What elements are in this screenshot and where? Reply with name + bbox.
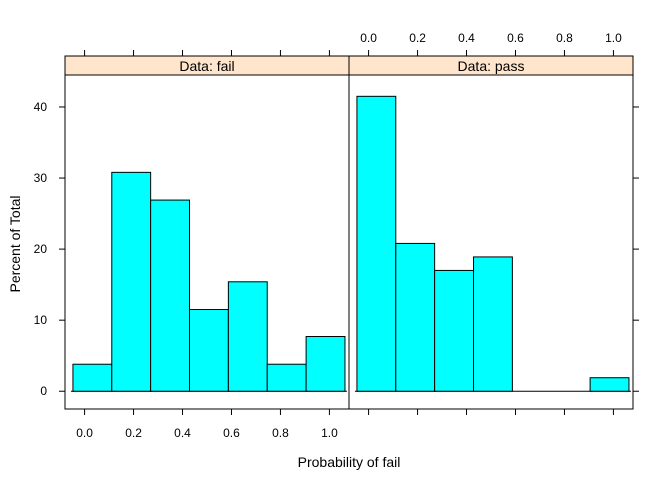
x-tick-label-top-1: 0.2 [409,31,426,45]
strip-2 [348,55,634,76]
x-tick-label-bottom-2: 0.4 [174,426,191,440]
panels-layer: Data: fail 0.0 0.2 0.4 0.6 0.8 1.0 Data: pass 0.… [34,31,639,440]
bar-panel1-bin5 [227,281,268,392]
x-tick-label-bottom-4: 0.8 [272,426,289,440]
x-tick-label-bottom-1: 0.2 [125,426,142,440]
bar-panel1-bin2 [111,171,152,392]
strip-label-2: Data: pass [458,58,525,74]
bar-panel1-bin6 [266,363,307,392]
bar-panel1-bin4 [189,309,229,392]
y-tick-label-1: 10 [34,313,48,327]
bar-panel2-bin4 [473,256,513,392]
x-tick-label-top-5: 1.0 [605,31,622,45]
x-tick-label-top-0: 0.0 [360,31,377,45]
x-tick-label-top-4: 0.8 [556,31,573,45]
y-tick-label-2: 20 [34,242,48,256]
bar-panel1-bin1 [72,363,113,392]
x-tick-label-bottom-5: 1.0 [321,426,338,440]
x-tick-label-top-2: 0.4 [458,31,475,45]
bar-panel1-bin3 [150,199,191,392]
y-tick-label-4: 40 [34,100,48,114]
x-tick-label-bottom-3: 0.6 [223,426,240,440]
y-axis-title: Percent of Total [7,195,23,292]
bar-panel2-bin2 [395,242,436,392]
bar-panel1-bin7 [305,336,346,392]
bar-panel2-bin1 [356,95,397,392]
x-axis-title: Probability of fail [298,454,401,470]
y-tick-label-0: 0 [40,384,47,398]
y-tick-label-3: 30 [34,171,48,185]
x-tick-label-bottom-0: 0.0 [76,426,93,440]
x-tick-label-top-3: 0.6 [507,31,524,45]
bar-panel2-bin3 [434,269,475,392]
strip-label-1: Data: fail [179,58,234,74]
bar-panel2-bin7 [589,377,630,392]
